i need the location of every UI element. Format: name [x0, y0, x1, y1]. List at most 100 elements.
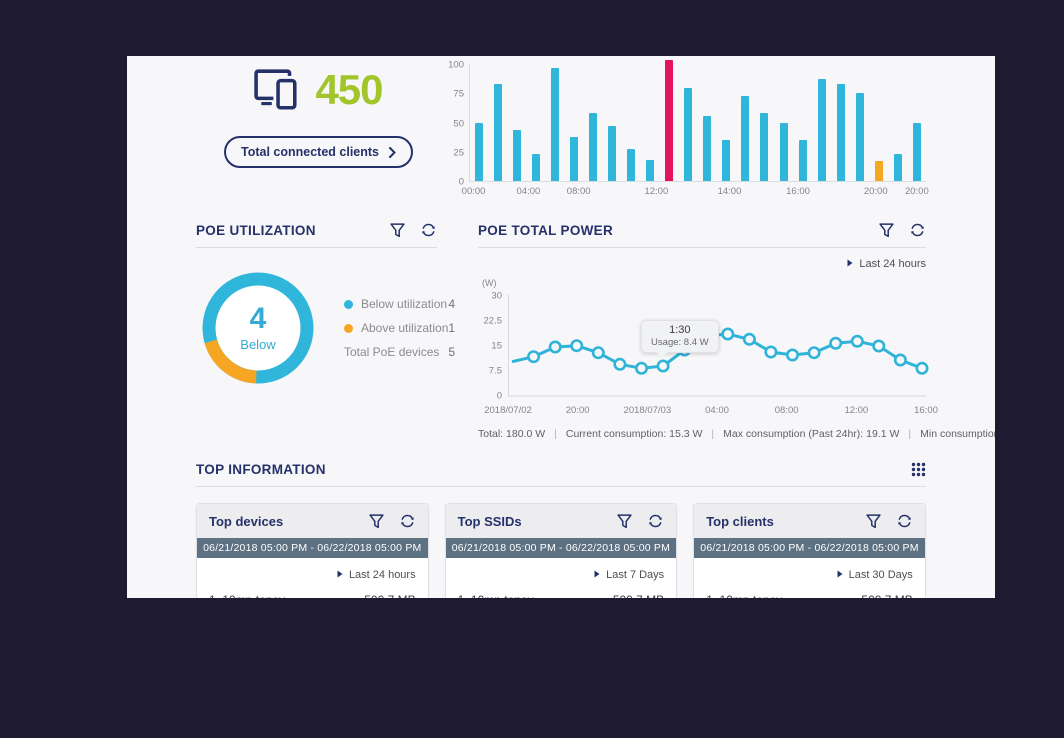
card-row-name: 1. 10mp.toney: [209, 593, 285, 598]
bar[interactable]: [779, 123, 788, 181]
time-range-selector[interactable]: Last 24 hours: [478, 258, 926, 270]
card-period-label: Last 30 Days: [848, 569, 913, 581]
legend-item: Above utilization 1: [344, 321, 455, 335]
data-point[interactable]: [807, 346, 821, 360]
x-tick-label: 2018/07/03: [623, 405, 672, 416]
poe-utilization-donut[interactable]: 4 Below: [196, 266, 320, 390]
total-connected-clients-button[interactable]: Total connected clients: [224, 136, 413, 168]
data-point[interactable]: [548, 340, 562, 354]
tooltip-value: Usage: 8.4 W: [651, 337, 709, 348]
data-point[interactable]: [635, 361, 649, 375]
card-body: Last 7 Days 1. 10mp.toney 500.7 MB: [446, 558, 677, 598]
data-point[interactable]: [742, 332, 756, 346]
bar[interactable]: [684, 88, 693, 181]
data-point[interactable]: [613, 357, 627, 371]
total-connected-clients-label: Total connected clients: [241, 145, 379, 159]
bar[interactable]: [627, 148, 636, 181]
power-stat: Min consumption (Past 24hr): 1.3 W: [920, 428, 995, 440]
bar[interactable]: [703, 116, 712, 181]
bar[interactable]: [475, 123, 483, 181]
x-tick-label: 08:00: [566, 186, 591, 197]
bar[interactable]: [912, 123, 921, 181]
card-period-selector[interactable]: Last 24 hours: [209, 569, 416, 581]
refresh-icon[interactable]: [647, 513, 664, 529]
poe-utilization-title: POE UTILIZATION: [196, 222, 316, 238]
card-row-name: 1. 10mp.toney: [458, 593, 534, 598]
bar[interactable]: [665, 60, 674, 181]
stats-separator: |: [711, 428, 715, 440]
refresh-icon[interactable]: [420, 222, 437, 238]
filter-icon[interactable]: [390, 222, 405, 238]
data-point[interactable]: [850, 334, 864, 348]
bar[interactable]: [722, 140, 731, 181]
bar-chart-plot[interactable]: [469, 60, 926, 182]
card-date-range: 06/21/2018 05:00 PM - 06/22/2018 05:00 P…: [445, 538, 677, 558]
bar[interactable]: [741, 96, 750, 181]
data-point[interactable]: [527, 350, 541, 364]
bar[interactable]: [874, 161, 883, 181]
filter-icon[interactable]: [879, 222, 894, 238]
data-point[interactable]: [656, 359, 670, 373]
card-date-range: 06/21/2018 05:00 PM - 06/22/2018 05:00 P…: [694, 538, 925, 558]
bar[interactable]: [646, 160, 655, 181]
data-point[interactable]: [570, 339, 584, 353]
x-tick-label: 2018/07/02: [484, 405, 532, 416]
filter-icon[interactable]: [368, 513, 384, 529]
data-point[interactable]: [721, 327, 735, 341]
legend-label: Total PoE devices: [344, 345, 440, 359]
bar[interactable]: [589, 112, 598, 181]
filter-icon[interactable]: [617, 513, 632, 529]
refresh-icon[interactable]: [909, 222, 926, 238]
power-stats-row: Total: 180.0 W | Current consumption: 15.3…: [478, 428, 995, 440]
x-tick-label: 20:00: [904, 186, 929, 197]
expand-triangle-icon: [337, 570, 343, 578]
bar-chart-y-axis: 100 75 50 25 0: [445, 60, 469, 188]
bar[interactable]: [817, 78, 826, 181]
stats-separator: |: [554, 428, 557, 440]
y-tick-label: 7.5: [488, 365, 502, 377]
data-point[interactable]: [785, 348, 799, 362]
bar[interactable]: [893, 154, 902, 181]
data-point[interactable]: [872, 339, 886, 353]
grid-menu-icon[interactable]: [911, 462, 926, 477]
card-period-label: Last 7 Days: [606, 569, 665, 581]
x-tick-label: 20:00: [863, 186, 888, 197]
chevron-right-icon: [389, 146, 396, 158]
bar[interactable]: [760, 112, 769, 181]
poe-total-power-section: POE TOTAL POWER Last 24 hours (W) 30 22.5…: [478, 222, 995, 440]
bar[interactable]: [532, 154, 541, 181]
x-tick-label: 20:00: [565, 405, 590, 416]
top-info-card: Top clients 06/21/2018 05:00 PM - 06/22/…: [693, 503, 926, 598]
x-tick-label: 04:00: [516, 186, 541, 197]
x-tick-label: 16:00: [786, 186, 810, 197]
card-period-selector[interactable]: Last 7 Days: [458, 569, 665, 581]
refresh-icon[interactable]: [399, 513, 416, 529]
data-point[interactable]: [591, 346, 605, 360]
bar[interactable]: [836, 83, 845, 181]
card-period-selector[interactable]: Last 30 Days: [706, 569, 913, 581]
bar[interactable]: [551, 68, 560, 181]
legend-value: 1: [448, 321, 456, 335]
data-point[interactable]: [915, 361, 929, 375]
bar[interactable]: [494, 83, 503, 181]
x-tick-label: 14:00: [717, 186, 742, 197]
bar[interactable]: [513, 129, 522, 181]
card-title: Top devices: [209, 513, 284, 529]
legend-label: Below utilization: [361, 297, 448, 311]
clients-bar-chart: 100 75 50 25 0 00:00 04:00 08:00 12:00 14:00 16:0…: [445, 60, 929, 208]
refresh-icon[interactable]: [896, 513, 913, 529]
bar[interactable]: [855, 92, 864, 181]
y-axis-unit-label: (W): [482, 278, 497, 288]
devices-icon: [254, 69, 300, 111]
legend-value: 5: [448, 345, 456, 359]
filter-icon[interactable]: [866, 513, 881, 529]
line-chart-plot[interactable]: 1:30 Usage: 8.4 W: [508, 292, 929, 400]
data-point[interactable]: [829, 336, 843, 350]
expand-triangle-icon: [837, 570, 843, 578]
poe-utilization-legend: Below utilization 4 Above utilization 1 Tota…: [344, 287, 455, 369]
data-point[interactable]: [764, 345, 778, 359]
bar[interactable]: [798, 140, 807, 181]
bar[interactable]: [570, 136, 579, 181]
bar[interactable]: [608, 126, 617, 181]
data-point[interactable]: [893, 353, 907, 367]
